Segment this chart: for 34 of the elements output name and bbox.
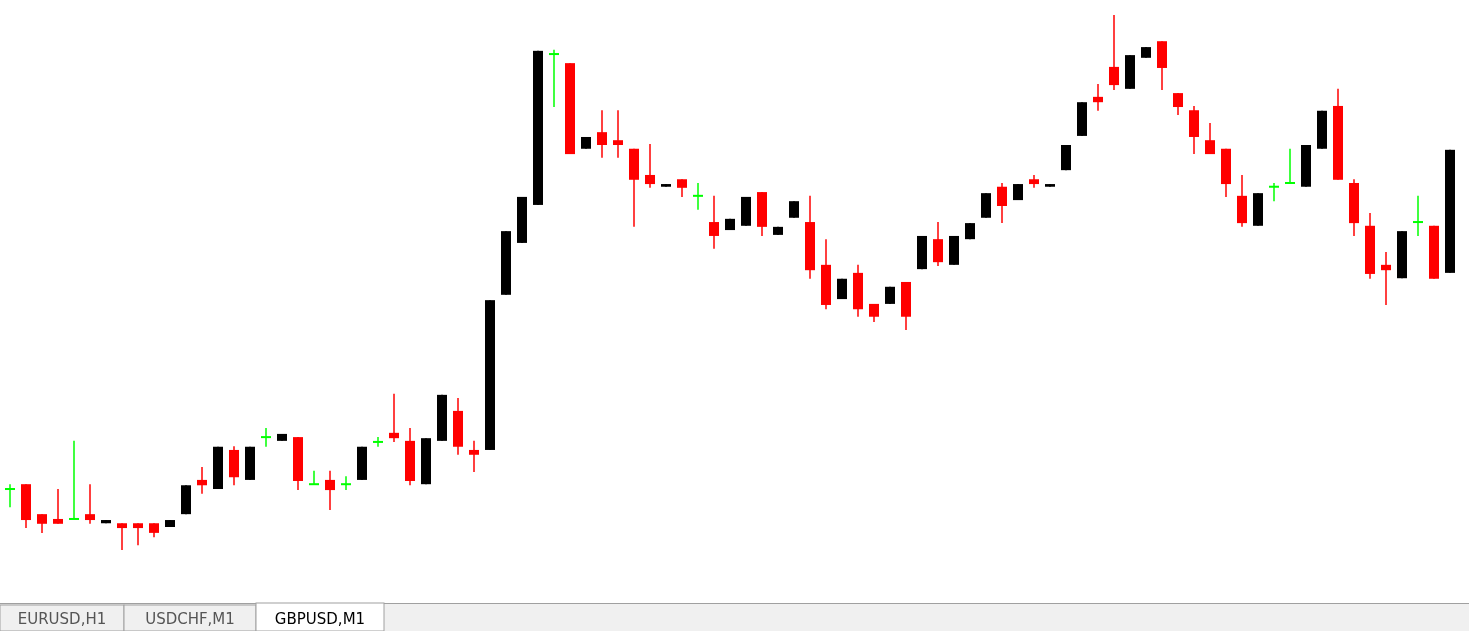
candlestick [1093, 83, 1103, 112]
candlestick [1205, 122, 1215, 155]
candlestick [69, 440, 79, 520]
text: GBPUSD,M1 [274, 610, 366, 628]
candlestick [309, 470, 319, 486]
candlestick [709, 195, 719, 250]
candlestick [1381, 251, 1391, 306]
candlestick [549, 49, 559, 108]
candlestick [469, 440, 479, 473]
candlestick [645, 143, 655, 189]
candlestick [341, 475, 351, 491]
candlestick [197, 466, 207, 495]
candlestick [85, 483, 95, 525]
candlestick [37, 513, 47, 534]
text: EURUSD,H1 [17, 610, 107, 628]
candlestick [613, 109, 623, 159]
candlestick [373, 436, 383, 448]
candlestick [693, 182, 703, 211]
candlestick [53, 488, 63, 525]
candlestick [133, 522, 143, 546]
candlestick [933, 221, 943, 267]
candlestick [997, 182, 1007, 224]
candlestick [1109, 14, 1119, 91]
candlestick [597, 109, 607, 159]
candlestick [325, 470, 335, 511]
candlestick [5, 483, 15, 508]
candlestick [1173, 92, 1183, 116]
candlestick [1285, 148, 1295, 184]
candlestick [117, 522, 127, 551]
candlestick [1413, 195, 1423, 237]
candlestick [1269, 182, 1279, 202]
text: USDCHF,M1 [145, 610, 235, 628]
candlestick [389, 393, 399, 443]
candlestick [261, 427, 271, 448]
